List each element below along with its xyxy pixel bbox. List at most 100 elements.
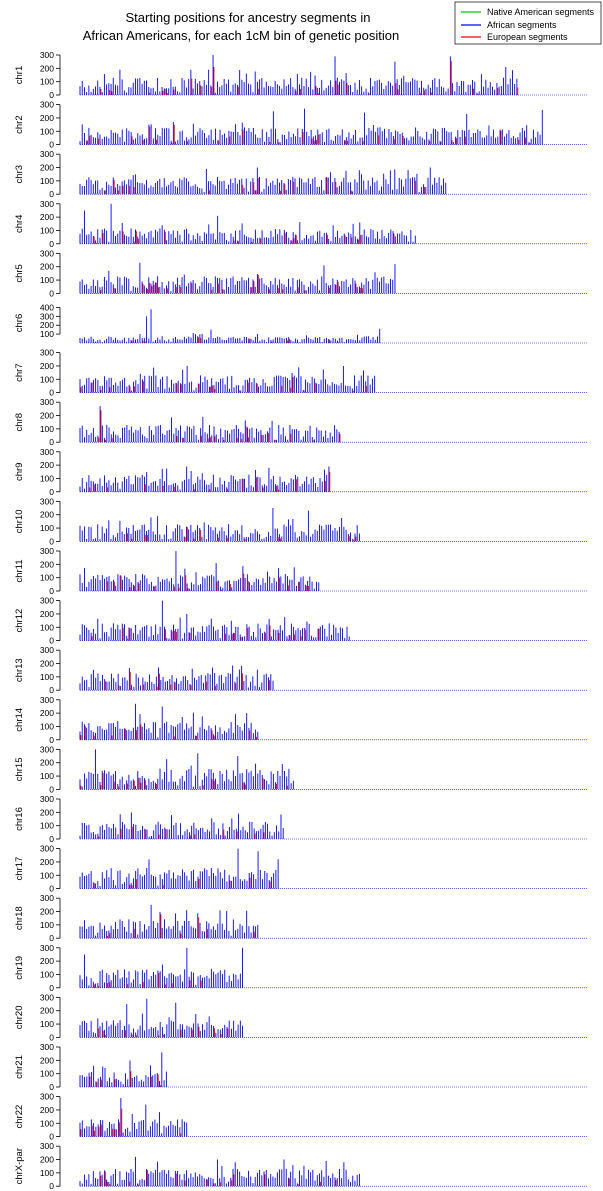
y-tick-label: 300	[40, 50, 54, 60]
panel-label: chr8	[14, 413, 25, 431]
legend-label-european: European segments	[487, 32, 568, 42]
y-tick-label: 100	[40, 721, 54, 731]
y-tick-label: 300	[40, 596, 54, 606]
y-tick-label: 0	[49, 140, 54, 150]
panel-chr4: 0 100 200 300 chr4	[14, 199, 588, 249]
bars	[79, 406, 341, 443]
panel-chr21: 0 100 200 300 chr21	[14, 1042, 588, 1092]
y-tick-label: 300	[40, 100, 54, 110]
y-tick-label: 0	[49, 1082, 54, 1092]
bars	[79, 466, 331, 492]
y-tick-label: 100	[40, 1168, 54, 1178]
panel-label: chr3	[14, 165, 25, 183]
y-tick-label: 300	[40, 844, 54, 854]
y-tick-label: 0	[49, 735, 54, 745]
panel-label: chr13	[14, 658, 25, 682]
y-tick-label: 300	[40, 695, 54, 705]
panel-chr12: 0 100 200 300 chr12	[14, 596, 588, 646]
y-tick-label: 100	[40, 176, 54, 186]
bars	[79, 665, 274, 691]
y-tick-label: 300	[40, 1092, 54, 1102]
y-tick-label: 200	[40, 907, 54, 917]
y-tick-label: 100	[40, 126, 54, 136]
panel-label: chr1	[14, 66, 25, 84]
bars	[79, 749, 294, 790]
y-tick-label: 0	[49, 685, 54, 695]
bars	[79, 365, 376, 393]
panel-chr9: 0 100 200 300 chr9	[14, 447, 588, 497]
panel-label: chr6	[14, 314, 25, 332]
bars	[79, 1156, 360, 1187]
y-tick-label: 100	[40, 622, 54, 632]
y-tick-label: 100	[40, 1118, 54, 1128]
panel-label: chr4	[14, 215, 25, 233]
bars	[79, 703, 259, 740]
y-tick-label: 200	[40, 559, 54, 569]
y-tick-label: 100	[40, 920, 54, 930]
panel-label: chr14	[14, 708, 25, 732]
bars	[79, 551, 320, 591]
panel-label: chrX-par	[14, 1148, 25, 1184]
y-tick-label: 0	[49, 1181, 54, 1191]
bars	[79, 309, 381, 343]
panel-chr18: 0 100 200 300 chr18	[14, 893, 588, 943]
panel-chr14: 0 100 200 300 chr14	[14, 695, 588, 745]
y-tick-label: 0	[49, 884, 54, 894]
y-tick-label: 300	[40, 348, 54, 358]
bars	[79, 203, 416, 244]
y-tick-label: 200	[40, 758, 54, 768]
y-tick-label: 200	[40, 411, 54, 421]
bars	[79, 947, 244, 988]
chart-title: Starting positions for ancestry segments…	[126, 10, 371, 25]
panel-chr17: 0 100 200 300 chr17	[14, 844, 588, 894]
panel-chr13: 0 100 200 300 chr13	[14, 645, 588, 695]
y-tick-label: 200	[40, 63, 54, 73]
bars	[79, 55, 519, 95]
y-tick-label: 300	[40, 546, 54, 556]
bars	[79, 167, 447, 195]
y-tick-label: 200	[40, 113, 54, 123]
legend-label-african: African segments	[487, 20, 557, 30]
y-tick-label: 300	[40, 397, 54, 407]
panel-label: chr10	[14, 510, 25, 534]
y-tick-label: 200	[40, 460, 54, 470]
panel-label: chr11	[14, 559, 25, 582]
y-tick-label: 0	[49, 388, 54, 398]
bars	[79, 848, 279, 889]
y-tick-label: 100	[40, 77, 54, 87]
y-tick-label: 300	[40, 447, 54, 457]
y-tick-label: 300	[40, 645, 54, 655]
bars	[79, 998, 244, 1038]
y-tick-label: 400	[40, 302, 54, 312]
panel-label: chr15	[14, 758, 25, 782]
y-tick-label: 200	[40, 262, 54, 272]
y-tick-label: 100	[40, 275, 54, 285]
bars	[79, 812, 284, 839]
y-tick-label: 200	[40, 1105, 54, 1115]
panel-label: chr18	[14, 906, 25, 930]
panel-chr3: 0 100 200 300 chr3	[14, 149, 588, 199]
y-tick-label: 300	[40, 496, 54, 506]
y-tick-label: 0	[49, 784, 54, 794]
panel-label: chr17	[14, 857, 25, 881]
panel-chr16: 0 100 200 300 chr16	[14, 794, 588, 844]
y-tick-label: 0	[49, 636, 54, 646]
panel-label: chr19	[14, 956, 25, 980]
y-tick-label: 100	[40, 523, 54, 533]
panel-chr5: 0 100 200 300 chr5	[14, 248, 588, 298]
y-tick-label: 0	[49, 487, 54, 497]
y-tick-label: 300	[40, 943, 54, 953]
y-tick-label: 0	[49, 239, 54, 249]
panel-label: chr21	[14, 1055, 25, 1079]
bars	[79, 600, 350, 641]
y-tick-label: 100	[40, 473, 54, 483]
y-tick-label: 0	[49, 90, 54, 100]
y-tick-label: 0	[49, 933, 54, 943]
y-tick-label: 200	[40, 1006, 54, 1016]
panel-chr15: 0 100 200 300 chr15	[14, 744, 588, 794]
y-tick-label: 300	[40, 199, 54, 209]
y-tick-label: 100	[40, 1019, 54, 1029]
y-tick-label: 0	[49, 983, 54, 993]
panel-chr2: 0 100 200 300 chr2	[14, 100, 588, 150]
